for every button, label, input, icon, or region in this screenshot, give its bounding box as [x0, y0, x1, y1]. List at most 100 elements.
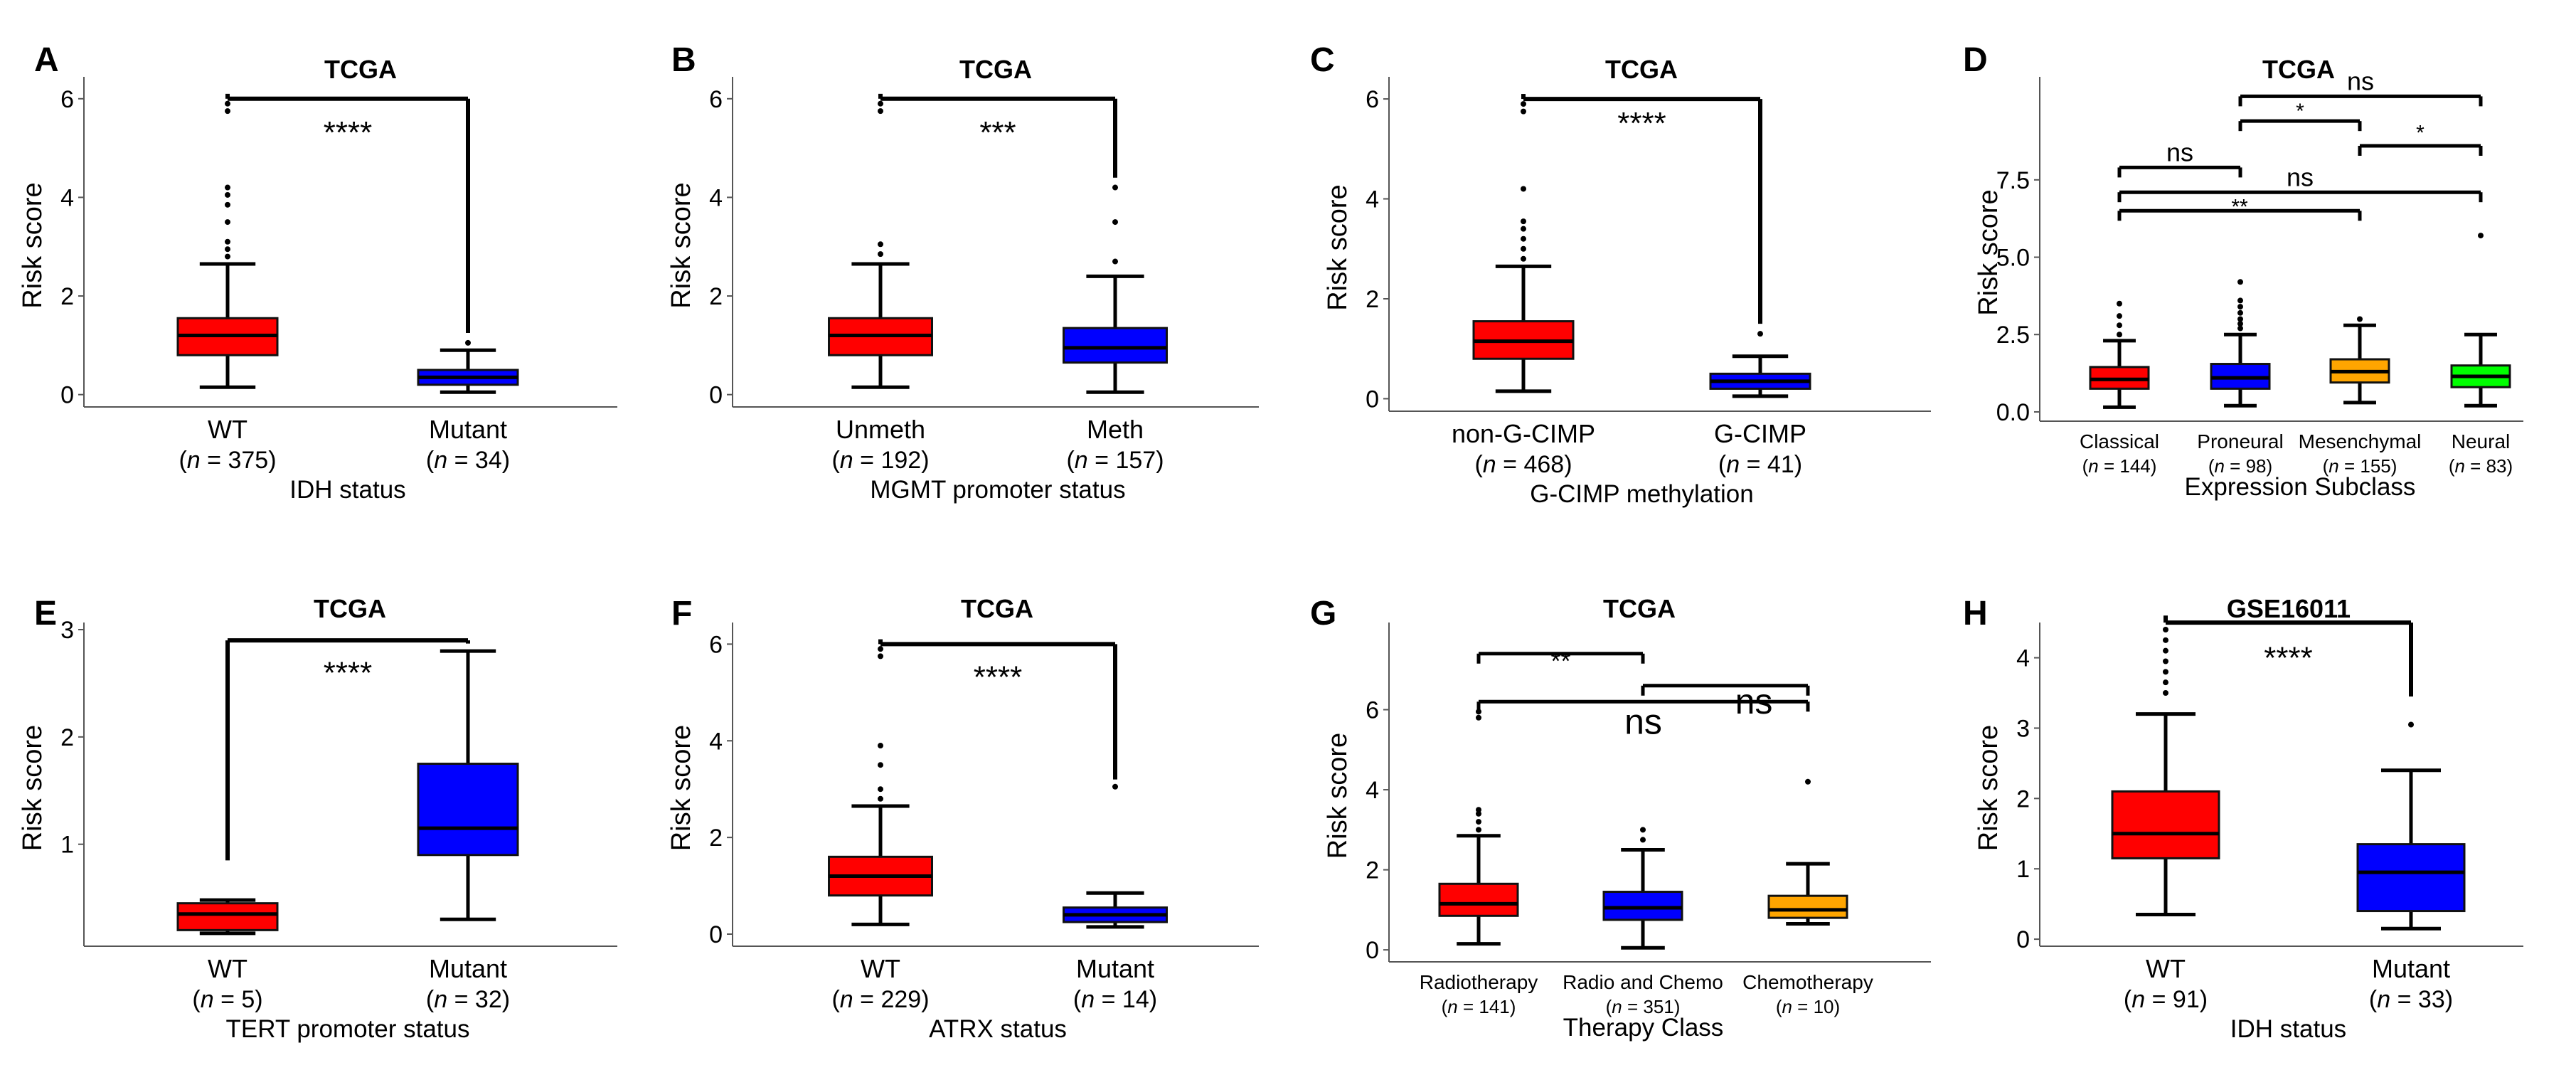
outlier-point [1521, 245, 1526, 252]
box-d-proneural [2210, 279, 2271, 408]
category-label-g: Radio and Chemo [1563, 971, 1723, 993]
x-axis-title-h: IDH status [2230, 1015, 2346, 1043]
significance-label: ** [2231, 196, 2248, 219]
outlier-point [225, 108, 230, 115]
panel-h: H GSE16011 0 1 2 3 4 Risk score WT (n = 91) Mutant… [1963, 594, 2523, 1043]
panel-letter-b: B [671, 41, 696, 79]
outlier-point [225, 191, 230, 198]
y-tick-label-e: 3 [60, 617, 74, 644]
outlier-point [2408, 721, 2414, 728]
box-body [2356, 843, 2466, 913]
box-d-classical [2089, 300, 2150, 409]
y-tick-label-b: 0 [709, 382, 723, 409]
box-b-unmeth [828, 100, 933, 389]
category-label-d: Neural [2452, 430, 2510, 452]
n-label-c: (n = 468) [1474, 451, 1572, 478]
significance-label: **** [324, 115, 373, 150]
box-h-wt [2111, 627, 2220, 916]
panel-g: G TCGA 0 2 4 6 Risk score Radiotherapy (n = 141)… [1310, 594, 1931, 1042]
outlier-point [878, 786, 883, 793]
n-label-c: (n = 41) [1718, 451, 1802, 478]
significance-label: *** [979, 115, 1016, 150]
outlier-point [2237, 325, 2243, 332]
panel-title-g: TCGA [1603, 594, 1676, 623]
n-label-g: (n = 141) [1442, 996, 1516, 1017]
outlier-point [878, 241, 883, 248]
outlier-point [1521, 255, 1526, 262]
y-axis-label-g: Risk score [1323, 733, 1353, 859]
box-d-neural [2450, 233, 2511, 408]
box-g-chemotherapy [1767, 778, 1848, 926]
category-label-f: Mutant [1076, 954, 1154, 983]
box-g-radio-and-chemo [1602, 827, 1683, 950]
panel-letter-g: G [1310, 595, 1336, 632]
category-label-g: Chemotherapy [1742, 971, 1873, 993]
y-tick-label-c: 4 [1366, 186, 1379, 213]
outlier-point [225, 253, 230, 260]
box-c-non-g-cimp [1472, 101, 1575, 393]
box-e-mutant [417, 649, 519, 921]
y-tick-label-a: 2 [60, 283, 74, 310]
significance-label: ns [2347, 67, 2374, 96]
box-f-mutant [1063, 783, 1168, 929]
significance-label: **** [1617, 106, 1666, 141]
y-tick-label-f: 6 [709, 631, 723, 658]
y-tick-label-g: 4 [1366, 777, 1379, 804]
x-axis-title-d: Expression Subclass [2185, 473, 2416, 501]
outlier-point [2237, 309, 2243, 316]
y-tick-label-b: 2 [709, 283, 723, 310]
n-label-d: (n = 98) [2208, 455, 2272, 477]
outlier-point [2237, 316, 2243, 322]
outlier-point [2117, 332, 2122, 338]
panel-letter-a: A [34, 41, 59, 79]
sig-bracket-h-0: **** [2163, 615, 2413, 696]
panel-title-a: TCGA [324, 55, 397, 84]
box-body [1063, 327, 1168, 364]
box-g-radiotherapy [1438, 709, 1519, 946]
sig-bracket-d-4: * [2238, 100, 2362, 132]
outlier-point [225, 100, 230, 107]
y-tick-label-b: 4 [709, 184, 723, 211]
outlier-point [2163, 658, 2168, 664]
outlier-point [2163, 647, 2168, 654]
box-body [417, 763, 519, 857]
outlier-point [1112, 184, 1118, 191]
outlier-point [1521, 218, 1526, 225]
y-tick-label-c: 2 [1366, 286, 1379, 313]
significance-label: * [2296, 100, 2304, 123]
outlier-point [2163, 627, 2168, 632]
sig-bracket-b-0: *** [878, 93, 1117, 178]
y-tick-label-h: 2 [2016, 785, 2030, 812]
n-label-f: (n = 14) [1073, 986, 1157, 1013]
significance-label: ** [1550, 646, 1570, 675]
panel-letter-e: E [34, 595, 57, 632]
n-label-g: (n = 10) [1776, 996, 1840, 1017]
sig-bracket-g-2: ns [1476, 699, 1810, 741]
n-label-g: (n = 351) [1606, 996, 1681, 1017]
panel-letter-f: F [671, 595, 692, 632]
significance-label: ns [2287, 163, 2314, 192]
category-label-d: Mesenchymal [2299, 430, 2422, 452]
y-axis-label-f: Risk score [666, 725, 696, 851]
category-label-a: Mutant [429, 415, 507, 444]
outlier-point [878, 646, 883, 652]
n-label-b: (n = 157) [1066, 447, 1164, 474]
y-tick-label-g: 2 [1366, 857, 1379, 884]
y-tick-label-b: 6 [709, 86, 723, 113]
box-a-wt [176, 100, 279, 389]
outlier-point [1112, 219, 1118, 226]
x-axis-title-b: MGMT promoter status [870, 476, 1125, 504]
significance-label: **** [974, 660, 1023, 695]
outlier-point [1521, 235, 1526, 242]
outlier-point [878, 743, 883, 749]
outlier-point [878, 653, 883, 660]
y-tick-label-d: 0.0 [1996, 399, 2030, 426]
category-label-g: Radiotherapy [1420, 971, 1538, 993]
outlier-point [1476, 714, 1481, 721]
n-label-b: (n = 192) [831, 447, 929, 474]
outlier-point [1757, 331, 1763, 337]
y-tick-label-e: 2 [60, 724, 74, 751]
n-label-d: (n = 144) [2082, 455, 2157, 477]
